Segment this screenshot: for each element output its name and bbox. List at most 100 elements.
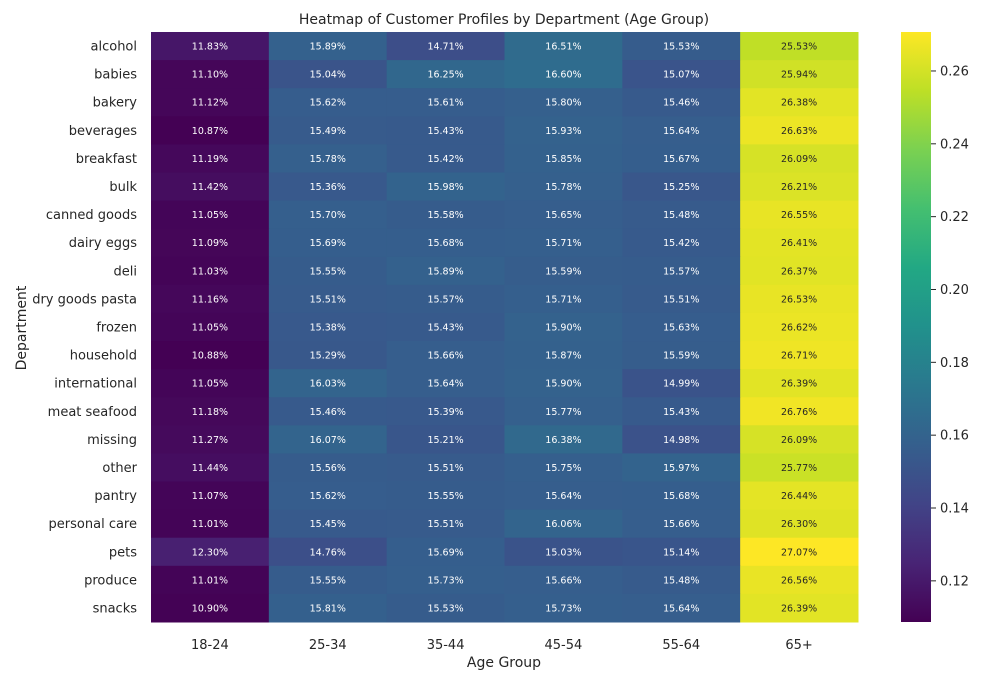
heatmap-cell	[386, 369, 505, 398]
heatmap-cell	[622, 509, 741, 539]
cell-value-label: 15.78%	[310, 154, 346, 165]
cell-value-label: 26.09%	[781, 154, 817, 165]
heatmap-cell	[386, 144, 505, 173]
heatmap-cell	[386, 200, 505, 230]
cell-value-label: 15.48%	[663, 575, 699, 586]
heatmap-cell	[386, 565, 505, 595]
heatmap-cell	[740, 172, 859, 202]
row-label: canned goods	[46, 208, 137, 223]
cell-value-label: 25.94%	[781, 70, 817, 81]
cell-value-label: 16.03%	[310, 379, 346, 390]
cell-value-label: 15.43%	[663, 407, 699, 418]
colorbar	[901, 32, 931, 622]
colorbar-ticks: 0.12 0.14 0.16 0.18 0.20 0.22 0.24 0.26	[931, 64, 969, 589]
cell-value-label: 11.83%	[192, 42, 228, 53]
heatmap-cell	[740, 312, 859, 342]
cell-value-label: 15.51%	[427, 463, 463, 474]
heatmap-cell	[151, 60, 270, 89]
heatmap-cell	[504, 172, 623, 202]
cell-value-label: 15.73%	[427, 575, 463, 586]
cell-value-label: 15.66%	[545, 575, 581, 586]
cell-value-label: 15.61%	[427, 98, 463, 109]
cell-value-label: 14.71%	[427, 42, 463, 53]
heatmap-cell	[268, 565, 388, 595]
cell-value-label: 11.07%	[192, 491, 228, 502]
chart-title: Heatmap of Customer Profiles by Departme…	[299, 12, 709, 28]
heatmap-cell	[268, 116, 388, 145]
heatmap-cell	[386, 60, 505, 89]
cell-value-label: 15.48%	[663, 210, 699, 221]
cell-value-label: 26.56%	[781, 575, 817, 586]
heatmap-cell	[504, 116, 623, 145]
cell-value-label: 15.62%	[310, 98, 346, 109]
heatmap-cell	[740, 341, 859, 370]
heatmap-cell	[740, 369, 859, 398]
column-label: 18-24	[191, 638, 229, 653]
heatmap-cell	[268, 593, 388, 623]
heatmap-cell	[268, 341, 388, 370]
cell-value-label: 15.42%	[663, 238, 699, 249]
heatmap-cell	[268, 32, 388, 61]
cell-value-label: 15.38%	[310, 323, 346, 334]
colorbar-tick-label: 0.14	[940, 502, 969, 517]
heatmap-cell	[386, 88, 505, 117]
heatmap-cell	[268, 200, 388, 230]
heatmap-cell	[268, 369, 388, 398]
cell-value-label: 16.60%	[545, 70, 581, 81]
row-label: household	[70, 349, 137, 364]
cell-value-label: 14.98%	[663, 435, 699, 446]
column-label: 45-54	[545, 638, 583, 653]
cell-value-label: 15.03%	[545, 547, 581, 558]
cell-value-label: 15.87%	[545, 351, 581, 362]
heatmap-cell	[622, 593, 741, 623]
heatmap-cell	[504, 453, 623, 483]
heatmap-cell	[622, 369, 741, 398]
heatmap-cell	[151, 116, 270, 145]
cell-value-label: 15.85%	[545, 154, 581, 165]
cell-value-label: 15.81%	[310, 603, 346, 614]
cell-value-label: 15.77%	[545, 407, 581, 418]
cell-value-label: 15.69%	[427, 547, 463, 558]
heatmap-cell	[386, 537, 505, 567]
heatmap-cell	[151, 341, 270, 370]
row-label: breakfast	[76, 152, 137, 167]
heatmap-cell	[740, 537, 859, 567]
row-labels: alcohol babies bakery beverages breakfast bul…	[32, 40, 137, 617]
heatmap-cell	[268, 144, 388, 173]
heatmap-cell	[622, 144, 741, 173]
heatmap-cell	[622, 537, 741, 567]
heatmap-cell	[740, 509, 859, 539]
heatmap-cell	[740, 32, 859, 61]
heatmap-cell	[268, 312, 388, 342]
cell-value-label: 26.41%	[781, 238, 817, 249]
cell-value-label: 10.88%	[192, 351, 228, 362]
cell-value-label: 15.98%	[427, 182, 463, 193]
heatmap-cell	[740, 144, 859, 173]
row-label: babies	[94, 68, 137, 83]
cell-value-label: 15.59%	[545, 266, 581, 277]
cell-value-label: 15.51%	[663, 294, 699, 305]
cell-value-label: 16.06%	[545, 519, 581, 530]
cell-value-label: 26.37%	[781, 266, 817, 277]
cell-value-label: 15.71%	[545, 238, 581, 249]
heatmap-cell	[151, 453, 270, 483]
cell-value-label: 15.75%	[545, 463, 581, 474]
heatmap-cell	[740, 284, 859, 314]
cell-value-label: 15.46%	[663, 98, 699, 109]
heatmap-cell	[386, 228, 505, 258]
heatmap-cell	[622, 397, 741, 426]
colorbar-tick-label: 0.22	[940, 210, 969, 225]
heatmap-cell	[151, 88, 270, 117]
heatmap-cell	[504, 284, 623, 314]
heatmap-cell	[386, 481, 505, 511]
cell-value-label: 11.05%	[192, 210, 228, 221]
heatmap-cell	[622, 116, 741, 145]
cell-value-label: 26.09%	[781, 435, 817, 446]
heatmap-cell	[386, 397, 505, 426]
cell-value-label: 15.14%	[663, 547, 699, 558]
heatmap-cell	[386, 593, 505, 623]
cell-value-label: 26.62%	[781, 323, 817, 334]
heatmap-cell	[504, 200, 623, 230]
heatmap-cell	[504, 369, 623, 398]
heatmap-cell	[386, 341, 505, 370]
